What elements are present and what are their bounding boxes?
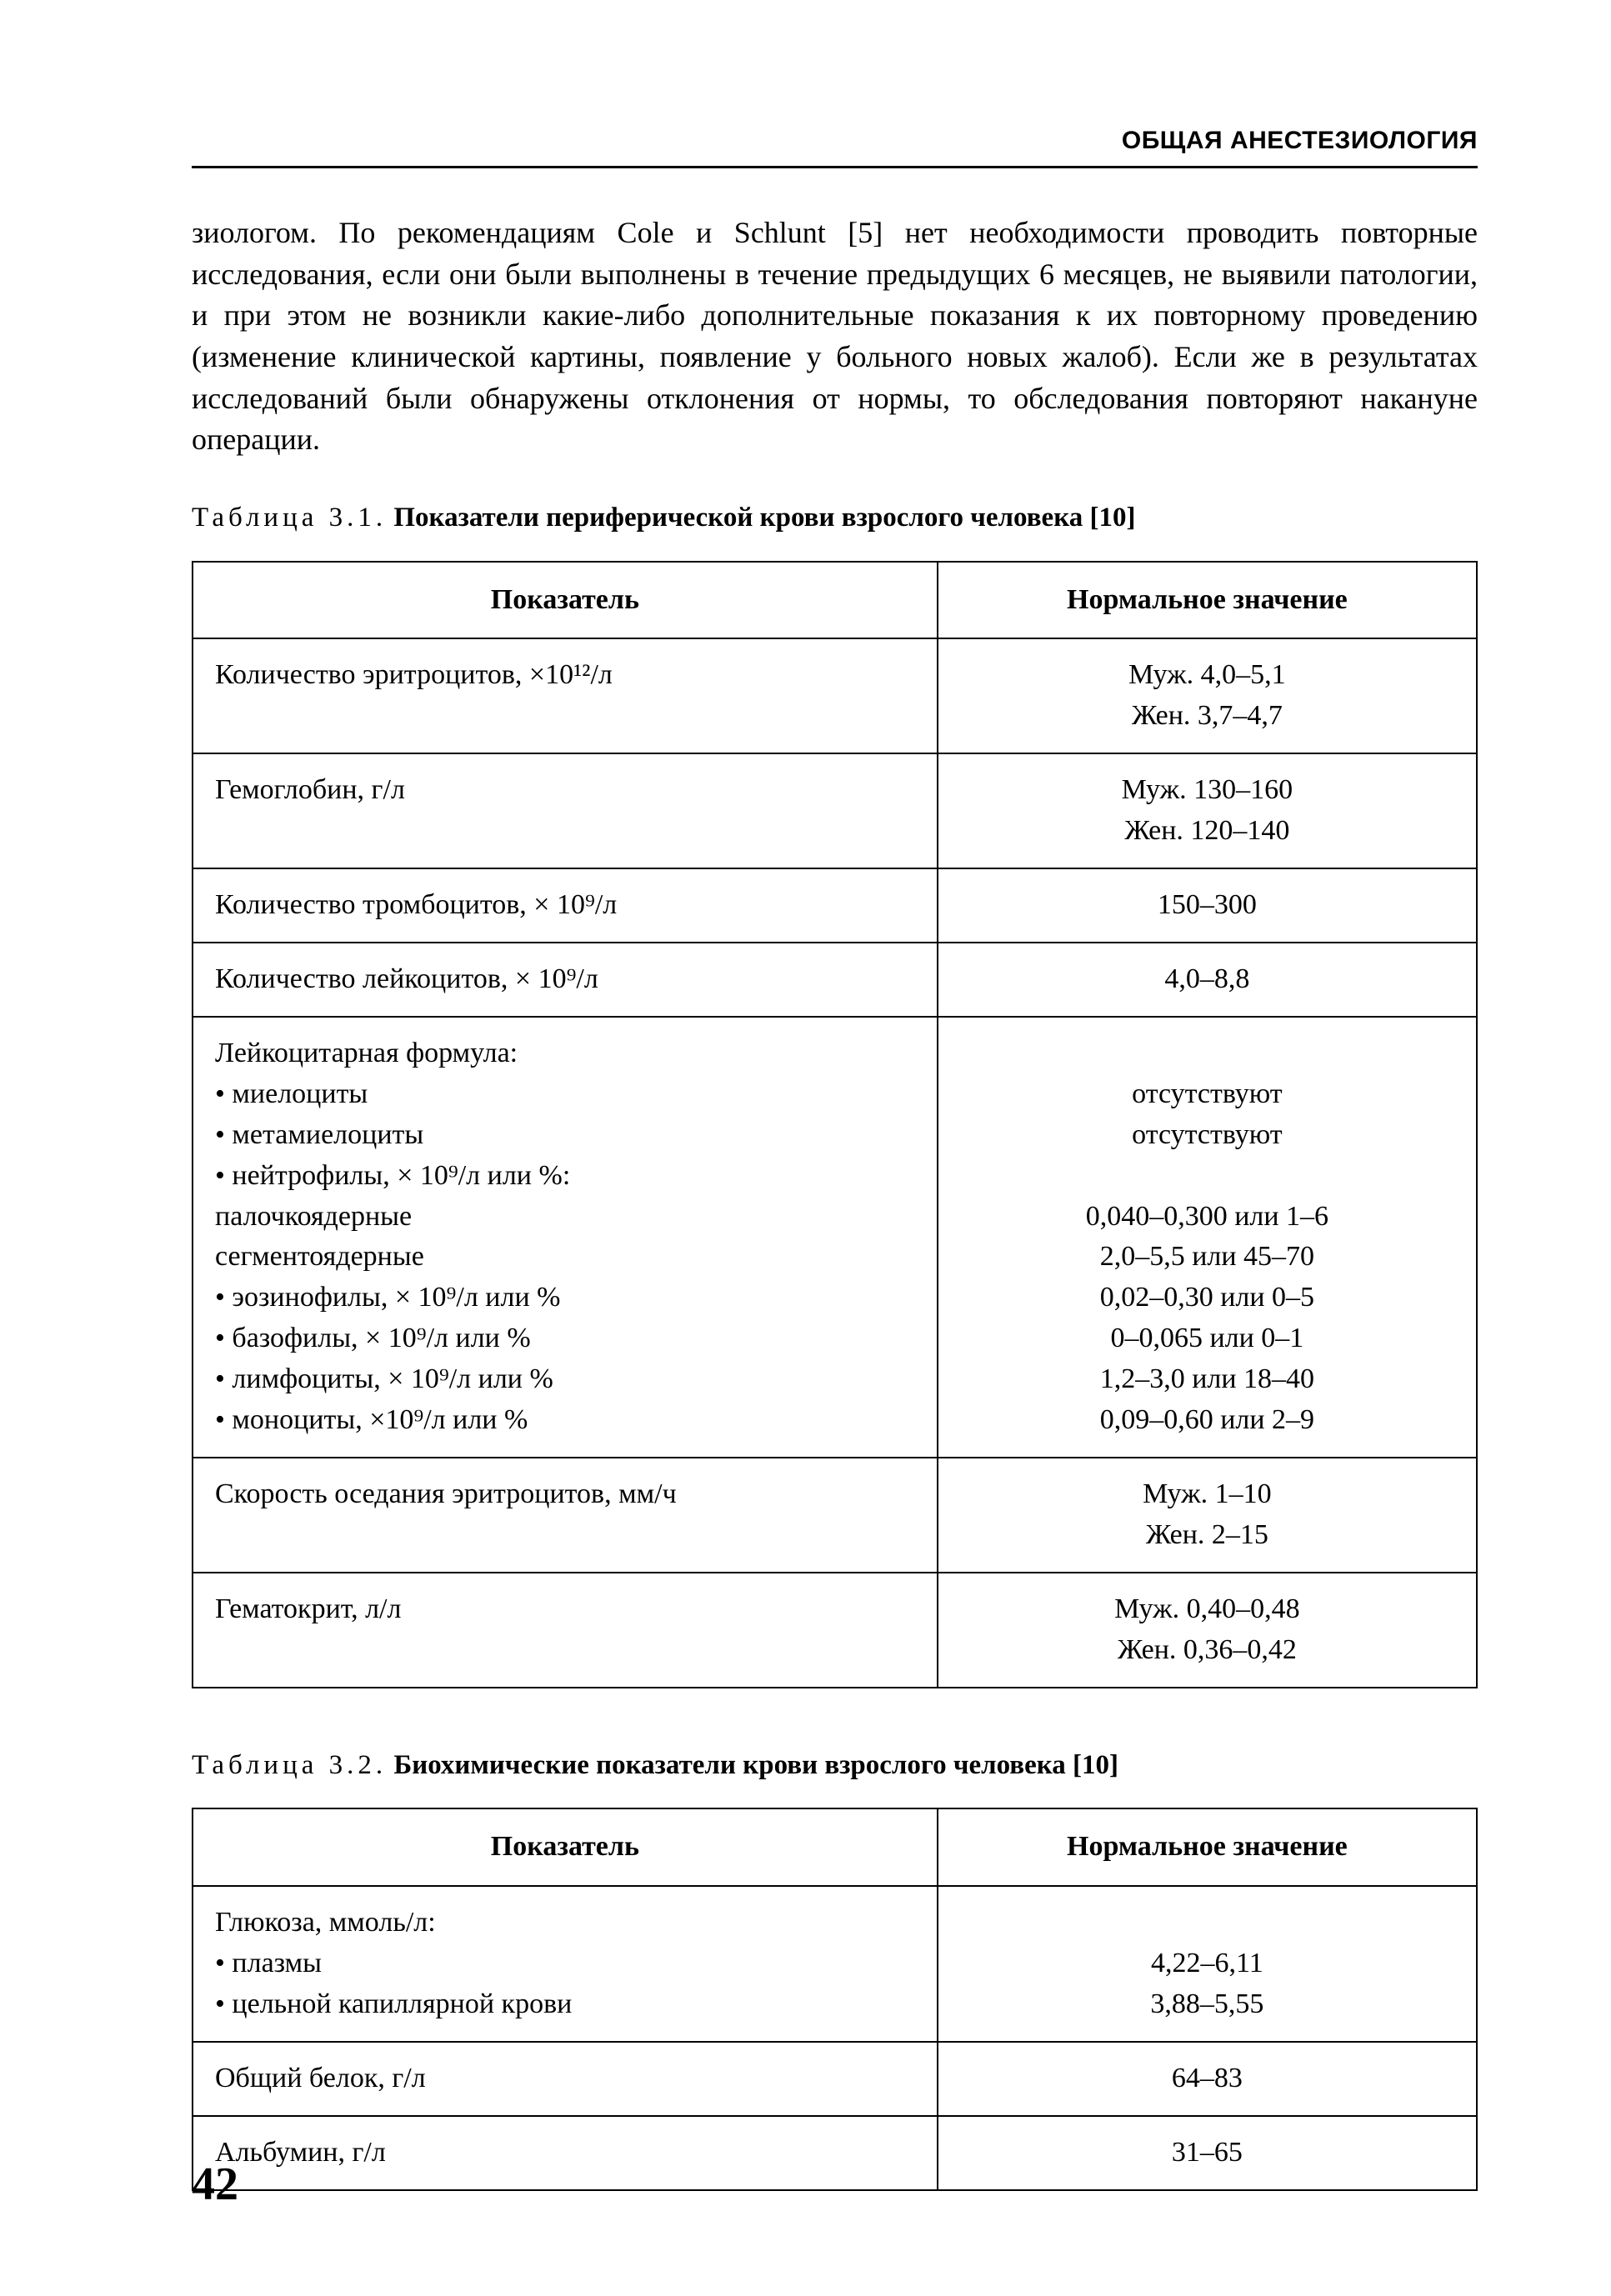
value-line: отсутствуют bbox=[960, 1116, 1454, 1155]
value-line: 0,02–0,30 или 0–5 bbox=[960, 1278, 1454, 1318]
value-line: Муж. 130–160 bbox=[960, 771, 1454, 810]
page: ОБЩАЯ АНЕСТЕЗИОЛОГИЯ зиологом. По рекоме… bbox=[0, 0, 1611, 2296]
table-row: Количество эритроцитов, ×10¹²/л Муж. 4,0–… bbox=[193, 638, 1477, 753]
table-1-body: Количество эритроцитов, ×10¹²/л Муж. 4,0–… bbox=[193, 638, 1477, 1687]
table-row: Глюкоза, ммоль/л:• плазмы• цельной капил… bbox=[193, 1886, 1477, 2042]
value-line: 2,0–5,5 или 45–70 bbox=[960, 1238, 1454, 1277]
param-line: • метамиелоциты bbox=[215, 1116, 915, 1155]
value-line: Муж. 4,0–5,1 bbox=[960, 656, 1454, 695]
param-line: Глюкоза, ммоль/л: bbox=[215, 1903, 915, 1943]
table-2-caption-label: Таблица 3.2. bbox=[192, 1750, 387, 1780]
value-line: 0,040–0,300 или 1–6 bbox=[960, 1198, 1454, 1237]
value-cell: 150–300 bbox=[938, 868, 1477, 943]
table-2-body: Глюкоза, ммоль/л:• плазмы• цельной капил… bbox=[193, 1886, 1477, 2190]
param-line: • цельной капиллярной крови bbox=[215, 1985, 915, 2024]
table-1-header-row: Показатель Нормальное значение bbox=[193, 562, 1477, 639]
param-line: Гемоглобин, г/л bbox=[215, 771, 915, 810]
param-cell: Лейкоцитарная формула:• миелоциты• метам… bbox=[193, 1017, 938, 1458]
param-line: • нейтрофилы, × 10⁹/л или %: bbox=[215, 1157, 915, 1196]
table-2-caption-title: Биохимические показатели крови взрослого… bbox=[393, 1750, 1118, 1780]
table-row: Количество тромбоцитов, × 10⁹/л 150–300 bbox=[193, 868, 1477, 943]
value-line: 4,22–6,11 bbox=[960, 1944, 1454, 1983]
value-line: 0–0,065 или 0–1 bbox=[960, 1319, 1454, 1358]
value-cell: Муж. 1–10Жен. 2–15 bbox=[938, 1458, 1477, 1573]
table-2-header-row: Показатель Нормальное значение bbox=[193, 1808, 1477, 1886]
table-2-caption: Таблица 3.2. Биохимические показатели кр… bbox=[192, 1747, 1478, 1785]
table-1-col-0: Показатель bbox=[193, 562, 938, 639]
value-cell: Муж. 4,0–5,1Жен. 3,7–4,7 bbox=[938, 638, 1477, 753]
param-line: • моноциты, ×10⁹/л или % bbox=[215, 1401, 915, 1440]
value-line: 0,09–0,60 или 2–9 bbox=[960, 1401, 1454, 1440]
param-line: Количество тромбоцитов, × 10⁹/л bbox=[215, 886, 915, 925]
table-row: Альбумин, г/л 31–65 bbox=[193, 2116, 1477, 2190]
table-row: Количество лейкоцитов, × 10⁹/л 4,0–8,8 bbox=[193, 943, 1477, 1017]
value-line: Жен. 2–15 bbox=[960, 1516, 1454, 1555]
param-cell: Гематокрит, л/л bbox=[193, 1573, 938, 1688]
param-line: • лимфоциты, × 10⁹/л или % bbox=[215, 1360, 915, 1399]
param-cell: Альбумин, г/л bbox=[193, 2116, 938, 2190]
value-cell: 64–83 bbox=[938, 2042, 1477, 2116]
param-line: Общий белок, г/л bbox=[215, 2059, 915, 2098]
param-line: Лейкоцитарная формула: bbox=[215, 1034, 915, 1073]
param-cell: Количество эритроцитов, ×10¹²/л bbox=[193, 638, 938, 753]
intro-paragraph: зиологом. По рекомендациям Cole и Schlun… bbox=[192, 213, 1478, 461]
param-cell: Скорость оседания эритроцитов, мм/ч bbox=[193, 1458, 938, 1573]
value-line: 150–300 bbox=[960, 886, 1454, 925]
value-line bbox=[960, 1157, 1454, 1196]
table-2-col-1: Нормальное значение bbox=[938, 1808, 1477, 1886]
value-line bbox=[960, 1903, 1454, 1943]
value-cell: 4,0–8,8 bbox=[938, 943, 1477, 1017]
param-line: Альбумин, г/л bbox=[215, 2133, 915, 2173]
param-line: палочкоядерные bbox=[215, 1198, 915, 1237]
value-line: 1,2–3,0 или 18–40 bbox=[960, 1360, 1454, 1399]
param-line: • эозинофилы, × 10⁹/л или % bbox=[215, 1278, 915, 1318]
value-cell: 4,22–6,113,88–5,55 bbox=[938, 1886, 1477, 2042]
table-row: Общий белок, г/л 64–83 bbox=[193, 2042, 1477, 2116]
table-1-caption-label: Таблица 3.1. bbox=[192, 503, 387, 533]
value-cell: 31–65 bbox=[938, 2116, 1477, 2190]
value-cell: Муж. 0,40–0,48Жен. 0,36–0,42 bbox=[938, 1573, 1477, 1688]
value-line: Муж. 0,40–0,48 bbox=[960, 1590, 1454, 1629]
table-2-col-0: Показатель bbox=[193, 1808, 938, 1886]
value-cell: Муж. 130–160Жен. 120–140 bbox=[938, 753, 1477, 868]
value-line: 64–83 bbox=[960, 2059, 1454, 2098]
table-row: Скорость оседания эритроцитов, мм/ч Муж. … bbox=[193, 1458, 1477, 1573]
param-line: Скорость оседания эритроцитов, мм/ч bbox=[215, 1475, 915, 1514]
table-row: Гематокрит, л/л Муж. 0,40–0,48Жен. 0,36–0… bbox=[193, 1573, 1477, 1688]
param-cell: Общий белок, г/л bbox=[193, 2042, 938, 2116]
param-cell: Количество тромбоцитов, × 10⁹/л bbox=[193, 868, 938, 943]
value-line: 4,0–8,8 bbox=[960, 960, 1454, 999]
page-number: 42 bbox=[192, 2153, 238, 2217]
value-line: Жен. 120–140 bbox=[960, 812, 1454, 851]
value-line bbox=[960, 1034, 1454, 1073]
running-head: ОБЩАЯ АНЕСТЕЗИОЛОГИЯ bbox=[192, 123, 1478, 168]
param-cell: Количество лейкоцитов, × 10⁹/л bbox=[193, 943, 938, 1017]
table-row: Лейкоцитарная формула:• миелоциты• метам… bbox=[193, 1017, 1477, 1458]
value-line: Жен. 3,7–4,7 bbox=[960, 697, 1454, 736]
param-line: Гематокрит, л/л bbox=[215, 1590, 915, 1629]
value-line: отсутствуют bbox=[960, 1075, 1454, 1114]
param-cell: Глюкоза, ммоль/л:• плазмы• цельной капил… bbox=[193, 1886, 938, 2042]
param-line: Количество лейкоцитов, × 10⁹/л bbox=[215, 960, 915, 999]
value-line: 31–65 bbox=[960, 2133, 1454, 2173]
param-cell: Гемоглобин, г/л bbox=[193, 753, 938, 868]
value-line: Жен. 0,36–0,42 bbox=[960, 1631, 1454, 1670]
table-1-col-1: Нормальное значение bbox=[938, 562, 1477, 639]
table-row: Гемоглобин, г/л Муж. 130–160Жен. 120–140 bbox=[193, 753, 1477, 868]
value-line: 3,88–5,55 bbox=[960, 1985, 1454, 2024]
param-line: сегментоядерные bbox=[215, 1238, 915, 1277]
table-1: Показатель Нормальное значение Количеств… bbox=[192, 561, 1478, 1688]
value-cell: отсутствуютотсутствуют 0,040–0,300 или 1… bbox=[938, 1017, 1477, 1458]
param-line: • плазмы bbox=[215, 1944, 915, 1983]
table-1-caption: Таблица 3.1. Показатели периферической к… bbox=[192, 499, 1478, 538]
param-line: • базофилы, × 10⁹/л или % bbox=[215, 1319, 915, 1358]
param-line: • миелоциты bbox=[215, 1075, 915, 1114]
table-2: Показатель Нормальное значение Глюкоза, … bbox=[192, 1808, 1478, 2190]
table-1-caption-title: Показатели периферической крови взрослог… bbox=[393, 503, 1135, 533]
param-line: Количество эритроцитов, ×10¹²/л bbox=[215, 656, 915, 695]
value-line: Муж. 1–10 bbox=[960, 1475, 1454, 1514]
